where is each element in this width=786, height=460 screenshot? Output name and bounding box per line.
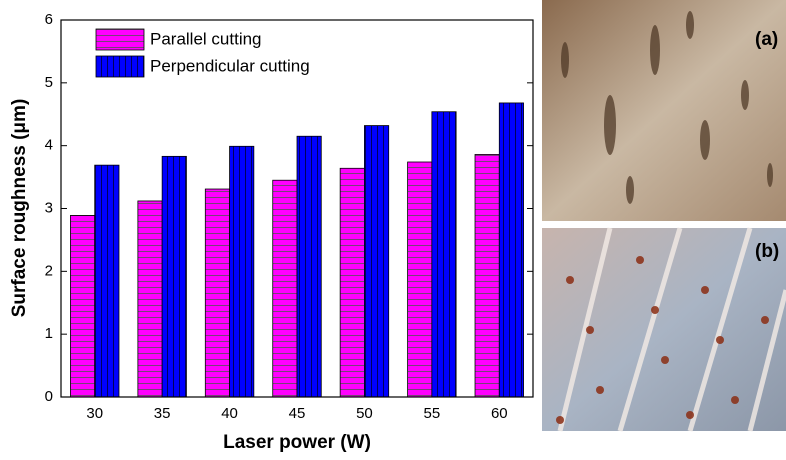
- legend-swatch: [96, 56, 144, 77]
- bar: [70, 215, 94, 397]
- legend-swatch: [96, 29, 144, 50]
- y-tick-label: 3: [45, 199, 53, 216]
- bar: [273, 180, 297, 397]
- bar: [408, 162, 432, 397]
- y-tick-label: 2: [45, 262, 53, 279]
- figure: (a) (b) Laser power (W) Surface roughnes…: [0, 0, 786, 460]
- y-tick-label: 4: [45, 137, 53, 154]
- x-tick-label: 30: [86, 405, 103, 422]
- bar: [475, 154, 499, 397]
- x-tick-label: 50: [356, 405, 373, 422]
- bar: [340, 168, 364, 397]
- bar: [138, 201, 162, 397]
- y-tick-label: 0: [45, 388, 53, 405]
- x-tick-label: 60: [491, 405, 508, 422]
- bar: [297, 136, 321, 397]
- y-tick-label: 5: [45, 74, 53, 91]
- y-axis-label: Surface roughness (μm): [9, 99, 30, 318]
- bar: [364, 126, 388, 397]
- x-tick-label: 40: [221, 405, 238, 422]
- legend-label: Perpendicular cutting: [150, 56, 310, 75]
- bar: [162, 156, 186, 397]
- photo-b: [542, 228, 786, 431]
- page: (a) (b) Laser power (W) Surface roughnes…: [0, 0, 786, 460]
- bar: [499, 103, 523, 397]
- panel-label: (a): [755, 29, 778, 50]
- x-tick-label: 55: [424, 405, 441, 422]
- bar: [95, 165, 119, 397]
- photo-a: [542, 0, 786, 221]
- panel-label: (b): [755, 241, 779, 262]
- y-tick-label: 1: [45, 325, 53, 342]
- bar: [230, 146, 254, 397]
- bar: [205, 189, 229, 397]
- x-tick-label: 35: [154, 405, 171, 422]
- y-tick-label: 6: [45, 11, 53, 28]
- x-axis-label: Laser power (W): [223, 432, 371, 453]
- bar: [432, 112, 456, 397]
- legend-label: Parallel cutting: [150, 29, 262, 48]
- x-tick-label: 45: [289, 405, 306, 422]
